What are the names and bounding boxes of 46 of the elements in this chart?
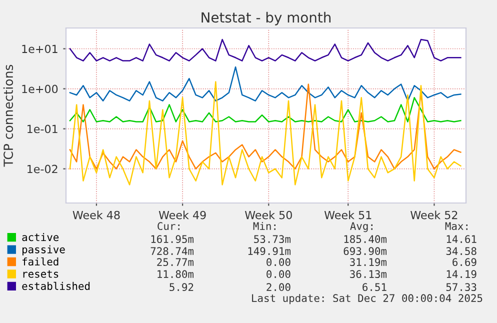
text: 149.91m — [248, 247, 291, 256]
text: 693.90m — [344, 247, 387, 256]
text: 34.58 — [446, 247, 476, 256]
x-tick-label: Week 50 — [244, 210, 292, 220]
x-tick-label: Week 51 — [324, 210, 372, 220]
text: 14.19 — [446, 270, 476, 278]
text: Max: — [445, 222, 468, 230]
line-series — [69, 81, 462, 186]
text: 6.69 — [452, 258, 476, 266]
text: 14.61 — [446, 235, 476, 244]
text: Last update: Sat Dec 27 00:00:04 2025 — [252, 294, 482, 304]
y-axis-title: TCP connections — [3, 64, 14, 167]
text: 11.80m — [158, 270, 194, 278]
text: 25.77m — [157, 258, 194, 266]
text: 57.33 — [446, 283, 476, 292]
legend-label: resets — [23, 270, 58, 278]
line-series — [69, 38, 462, 62]
text: 53.73m — [254, 235, 291, 244]
text: 36.13m — [350, 270, 387, 278]
legend-label: failed — [22, 257, 58, 266]
line-series — [69, 97, 462, 122]
x-tick-label: Week 52 — [410, 210, 458, 220]
chart-title: Netstat - by month — [202, 12, 331, 26]
text: Min: — [253, 222, 276, 230]
text: 2.00 — [266, 283, 290, 292]
text: 728.74m — [150, 247, 194, 256]
text: 185.40m — [344, 235, 387, 244]
y-tick-label: 1e-01 — [28, 124, 58, 134]
x-tick-label: Week 48 — [72, 210, 120, 220]
text: 161.95m — [151, 235, 194, 244]
text: Avg: — [350, 222, 372, 232]
line-series — [69, 84, 462, 170]
text: 0.00 — [266, 270, 290, 278]
text: 0.00 — [266, 258, 290, 266]
y-tick-label: 1e+00 — [22, 84, 58, 94]
x-tick-label: Week 49 — [158, 210, 206, 220]
text: 31.19m — [350, 258, 387, 266]
text: 6.51 — [362, 283, 386, 292]
text: Cur: — [158, 222, 180, 230]
legend-label: active — [22, 233, 59, 242]
legend-label: passive — [22, 245, 65, 256]
legend-label: established — [22, 282, 90, 290]
text: 5.92 — [170, 283, 194, 292]
y-tick-label: 1e+01 — [22, 44, 58, 54]
y-tick-label: 1e-02 — [28, 164, 58, 174]
line-series — [69, 66, 462, 102]
